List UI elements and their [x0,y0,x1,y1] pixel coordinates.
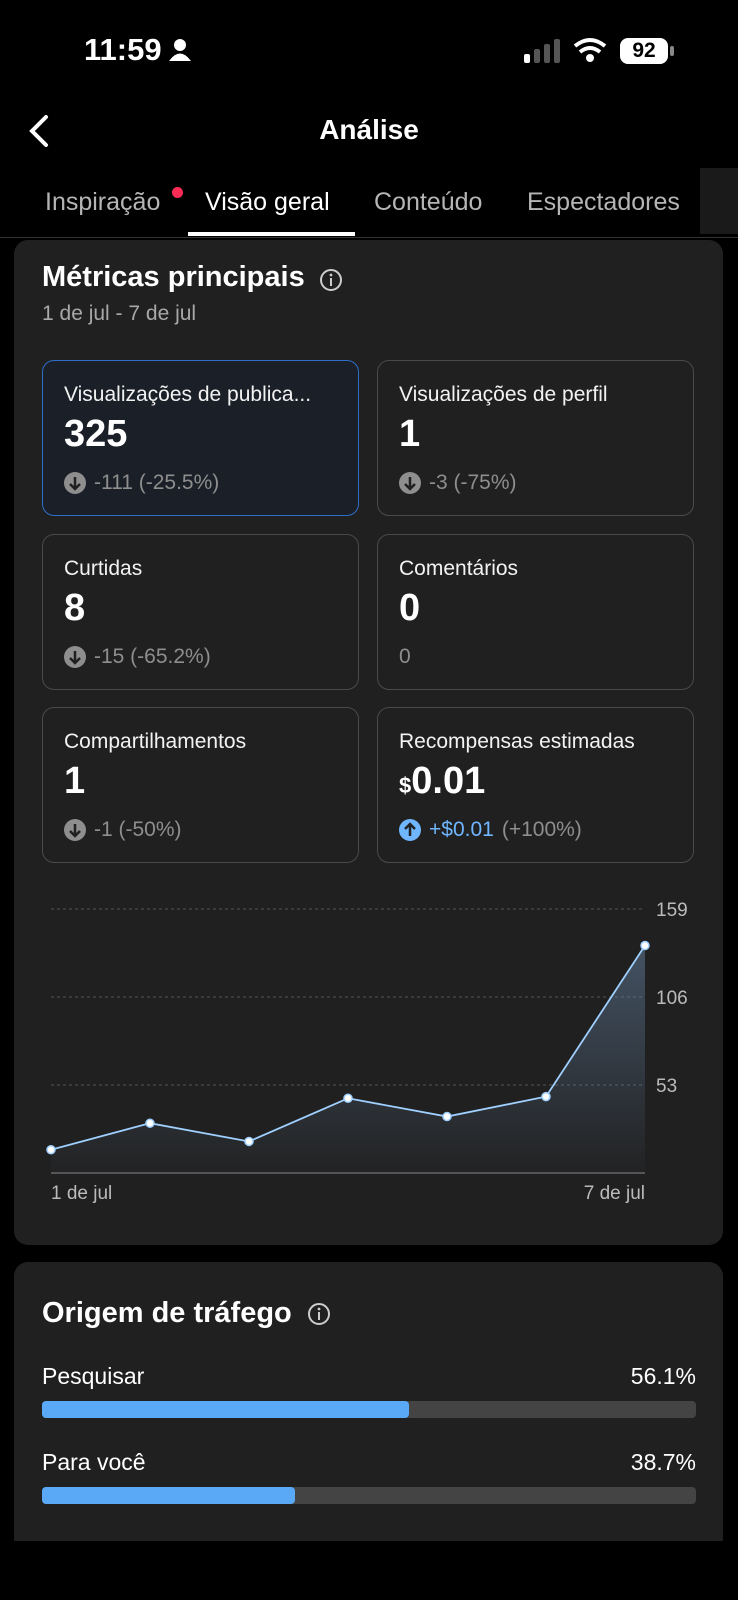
status-time: 11:59 [84,32,162,67]
metric-change: -111 (-25.5%) [64,471,219,495]
data-point [442,1111,452,1122]
bar [42,1487,296,1504]
y-tick-label: 159 [656,900,688,921]
area [51,945,645,1173]
trend-arrow [404,822,416,836]
bar [42,1401,409,1418]
metric-change: +$0.01 (+100%) [399,818,582,842]
battery-level: 92 [632,39,656,62]
tab[interactable]: Visão geral [205,188,330,216]
metric-number: 1 [64,760,86,802]
data-point [640,940,650,951]
date-range: 1 de jul - 7 de jul [42,302,197,325]
trend-icon [64,472,86,494]
data-point [541,1091,551,1102]
status-icons [524,38,674,64]
metric-change: -3 (-75%) [399,471,517,495]
trend-arrow [404,477,416,491]
metric-value: 1 [399,413,420,456]
metric-card[interactable]: Visualizações de perfil 1 -3 (-75%) [377,360,694,516]
page-title: Análise [319,114,419,145]
metric-label: Visualizações de publica... [64,383,312,406]
change-value: +$0.01 [429,818,494,841]
user-icon [169,39,191,61]
tab-divider [0,237,738,238]
metric-label: Compartilhamentos [64,730,247,753]
trend-arrow [69,651,81,665]
y-tick-label: 53 [656,1076,677,1097]
source-label: Para você [42,1449,146,1475]
back-button[interactable] [24,114,54,148]
metric-card[interactable]: Recompensas estimadas $0.01 +$0.01 (+100%) [377,707,694,863]
change-value: -3 (-75%) [429,471,517,494]
section-title: Origem de tráfego [42,1297,292,1329]
metric-change: 0 [399,645,411,669]
source-percent: 56.1% [630,1363,696,1389]
notification-dot [172,187,183,198]
metric-number: 0.01 [411,760,486,802]
info-icon[interactable] [307,1302,331,1326]
info-icon[interactable] [319,268,343,292]
metric-card[interactable]: Comentários 0 0 [377,534,694,690]
metric-value: 0 [399,587,420,630]
metric-label: Visualizações de perfil [399,383,608,406]
metric-number: 325 [64,413,128,455]
trend-arrow [69,477,81,491]
metric-label: Comentários [399,557,519,580]
tab[interactable]: Espectadores [527,188,680,216]
line-chart: 53 106 159 1 de jul 7 de jul [46,900,688,1204]
metric-label: Recompensas estimadas [399,730,635,753]
tab-fade [700,168,738,234]
metric-card[interactable]: Curtidas 8 -15 (-65.2%) [42,534,359,690]
trend-icon [64,819,86,841]
metric-value: $0.01 [399,760,485,803]
metric-value: 325 [64,413,127,456]
metric-change: -15 (-65.2%) [64,645,211,669]
metric-change: -1 (-50%) [64,818,182,842]
data-point [145,1118,155,1128]
metric-value: 8 [64,587,85,630]
section-title: Métricas principais [42,261,305,293]
x-tick-label: 1 de jul [51,1183,112,1204]
x-tick-label: 7 de jul [584,1183,645,1204]
tab[interactable]: Inspiração [45,188,161,216]
metric-card[interactable]: Visualizações de publica... 325 -111 (-25.… [42,360,359,516]
metric-label: Curtidas [64,557,143,580]
change-percent: (+100%) [501,818,582,841]
source-percent: 38.7% [630,1449,696,1475]
data-point [46,1145,56,1155]
data-point [244,1136,254,1147]
trend-icon [399,472,421,494]
metric-card[interactable]: Compartilhamentos 1 -1 (-50%) [42,707,359,863]
metric-number: 8 [64,587,86,629]
tab[interactable]: Conteúdo [374,188,483,216]
metric-value: 1 [64,760,85,803]
y-tick-label: 106 [656,988,688,1009]
data-point [343,1093,353,1104]
source-label: Pesquisar [42,1363,145,1389]
change-value: -15 (-65.2%) [94,645,211,668]
change-value: -111 (-25.5%) [94,471,220,494]
trend-icon [64,646,86,668]
change-value: 0 [399,645,411,668]
tab-indicator [188,232,355,236]
metric-number: 1 [399,413,421,455]
change-value: -1 (-50%) [94,818,182,841]
trend-icon [399,819,421,841]
trend-arrow [69,824,81,838]
currency-prefix: $ [399,773,412,798]
metric-number: 0 [399,587,421,629]
